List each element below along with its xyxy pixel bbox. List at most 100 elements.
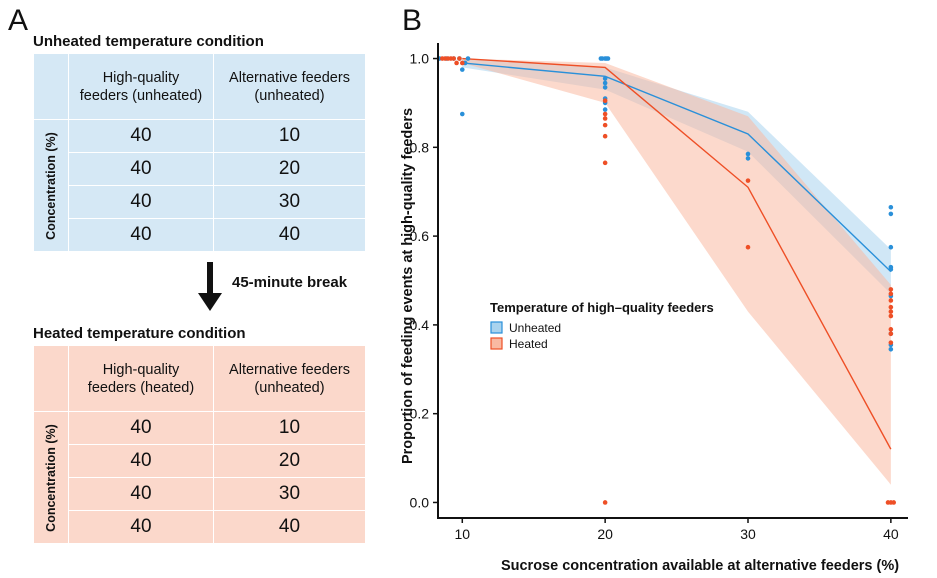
x-tick-label: 30	[740, 526, 756, 542]
data-point-heated	[602, 133, 608, 139]
x-tick-label: 40	[883, 526, 899, 542]
alternative-feeders-header: Alternative feeders (unheated)	[213, 53, 366, 120]
table-row: 40 30	[34, 477, 366, 511]
data-point-unheated	[605, 56, 611, 61]
table-cell: 10	[213, 119, 366, 153]
data-point-unheated	[888, 244, 894, 250]
data-point-heated	[454, 60, 459, 66]
y-axis-label: Proportion of feeding events at high-qua…	[400, 108, 416, 464]
table-row: 40 30	[34, 185, 366, 219]
data-point-heated	[602, 122, 608, 128]
alternative-feeders-header: Alternative feeders (unheated)	[213, 345, 366, 412]
data-point-heated	[602, 160, 608, 166]
table-cell: 40	[68, 185, 214, 219]
fit-lines	[462, 57, 892, 450]
table-cell: 40	[213, 218, 366, 252]
data-point-unheated	[602, 85, 608, 90]
heated-condition-table: High-quality feeders (heated) Alternative…	[33, 345, 366, 544]
chart-axes	[433, 43, 908, 523]
high-quality-feeders-header: High-quality feeders (heated)	[68, 345, 214, 412]
data-point-heated	[891, 500, 897, 505]
fit-line-unheated	[462, 62, 892, 273]
data-point-heated	[602, 116, 608, 121]
table-row: 40 20	[34, 444, 366, 478]
data-point-heated	[888, 287, 894, 292]
confidence-bands	[462, 58, 891, 485]
table-corner-cell	[33, 345, 69, 412]
data-point-unheated	[888, 211, 894, 217]
table-cell: 40	[213, 510, 366, 544]
legend-label-unheated: Unheated	[509, 321, 561, 335]
table-cell: 30	[213, 185, 366, 219]
table-cell: 30	[213, 477, 366, 511]
data-point-unheated	[745, 151, 751, 157]
table-row: 40 40	[34, 218, 366, 252]
data-point-heated	[888, 340, 894, 345]
table-cell: 20	[213, 152, 366, 186]
y-tick-label: 0.2	[410, 406, 430, 422]
fit-line-heated	[462, 57, 892, 450]
unheated-condition-table: High-quality feeders (unheated) Alternati…	[33, 53, 366, 252]
legend-title: Temperature of high–quality feeders	[490, 300, 714, 315]
panel-a-letter: A	[8, 4, 29, 37]
data-point-unheated	[745, 156, 751, 161]
table-cell: 10	[213, 411, 366, 445]
data-point-heated	[451, 56, 457, 61]
table-cell: 40	[68, 152, 214, 186]
data-point-heated	[602, 98, 608, 104]
table-cell: 40	[68, 510, 214, 544]
y-tick-label: 0.0	[410, 494, 430, 510]
y-tick-label: 0.6	[410, 228, 430, 244]
table-row: 40 40	[34, 510, 366, 544]
legend-key-unheated	[490, 321, 503, 334]
table-cell: 40	[68, 218, 214, 252]
data-point-unheated	[888, 204, 894, 210]
break-label: 45-minute break	[232, 274, 348, 291]
y-tick-label: 0.8	[410, 139, 430, 155]
table-corner-cell	[33, 53, 69, 120]
chart-legend: Temperature of high–quality feeders Unhe…	[490, 300, 714, 351]
data-point-heated	[602, 500, 608, 505]
table-cell: 40	[68, 411, 214, 445]
heated-condition-title: Heated temperature condition	[33, 325, 246, 342]
table-header-row: High-quality feeders (heated) Alternative…	[33, 345, 366, 412]
data-point-heated	[888, 291, 894, 297]
data-point-heated	[459, 60, 465, 66]
table-cell: 40	[68, 444, 214, 478]
table-cell: 40	[68, 477, 214, 511]
data-point-unheated	[465, 56, 471, 61]
tick-labels: 0.0 0.2 0.4 0.6 0.8 1.0 10 20 30 40	[410, 51, 899, 542]
data-point-unheated	[602, 107, 608, 112]
data-points	[437, 56, 897, 505]
table-row: Concentration (%) 40 10	[33, 411, 366, 544]
table-row: 40 20	[34, 152, 366, 186]
data-point-heated	[745, 178, 751, 183]
data-point-heated	[888, 304, 894, 310]
data-point-unheated	[888, 347, 894, 352]
legend-key-heated	[490, 337, 503, 350]
data-point-heated	[888, 331, 894, 337]
data-point-heated	[457, 56, 462, 61]
x-axis-label: Sucrose concentration available at alter…	[501, 558, 899, 574]
x-tick-label: 20	[597, 526, 613, 542]
table-header-row: High-quality feeders (unheated) Alternati…	[33, 53, 366, 120]
concentration-row-label: Concentration (%)	[33, 119, 69, 252]
data-point-heated	[602, 111, 608, 117]
table-cell: 20	[213, 444, 366, 478]
panel-b-letter: B	[402, 4, 423, 37]
ci-band-heated	[462, 58, 891, 485]
legend-label-heated: Heated	[509, 337, 548, 351]
data-point-unheated	[602, 80, 608, 86]
data-point-heated	[888, 309, 894, 314]
data-point-heated	[888, 313, 894, 319]
data-point-unheated	[459, 67, 465, 72]
y-tick-label: 0.4	[410, 317, 430, 333]
unheated-condition-title: Unheated temperature condition	[33, 33, 264, 50]
high-quality-feeders-header: High-quality feeders (unheated)	[68, 53, 214, 120]
data-point-unheated	[602, 76, 608, 81]
data-point-heated	[745, 244, 751, 250]
data-point-unheated	[459, 111, 465, 117]
data-point-heated	[888, 327, 894, 332]
x-tick-label: 10	[454, 526, 470, 542]
